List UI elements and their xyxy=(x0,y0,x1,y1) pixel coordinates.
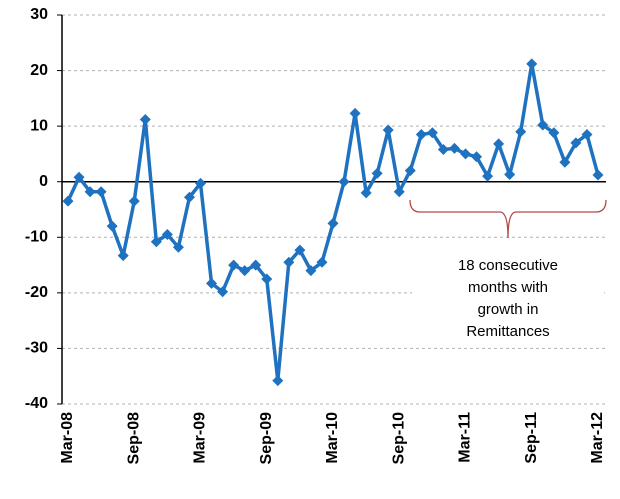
marker xyxy=(305,265,317,277)
y-tick-label: 10 xyxy=(30,117,48,134)
y-tick-label: 0 xyxy=(39,173,48,190)
marker xyxy=(526,58,538,70)
marker xyxy=(537,119,549,131)
marker xyxy=(161,229,173,241)
marker xyxy=(360,187,372,199)
marker xyxy=(128,195,140,207)
marker xyxy=(106,220,118,232)
marker xyxy=(581,128,593,140)
marker xyxy=(437,143,449,155)
marker xyxy=(349,107,361,119)
marker xyxy=(471,151,483,163)
marker xyxy=(172,241,184,253)
x-tick-label: Sep-09 xyxy=(258,412,275,465)
x-tick-label: Mar-12 xyxy=(589,412,606,464)
x-tick-label: Mar-11 xyxy=(457,412,474,463)
x-tick-label: Sep-11 xyxy=(523,412,540,464)
marker xyxy=(62,195,74,207)
y-tick-label: 20 xyxy=(30,62,48,79)
grid xyxy=(62,14,606,405)
marker xyxy=(515,126,527,138)
marker xyxy=(117,250,129,262)
marker xyxy=(183,191,195,203)
marker xyxy=(239,265,251,277)
marker xyxy=(559,156,571,168)
y-tick-label: -30 xyxy=(25,340,48,357)
marker xyxy=(393,186,405,198)
marker xyxy=(316,256,328,268)
marker xyxy=(371,167,383,179)
marker xyxy=(283,256,295,268)
marker xyxy=(73,171,85,183)
marker xyxy=(294,244,306,256)
marker xyxy=(415,128,427,140)
marker xyxy=(150,236,162,248)
marker xyxy=(570,137,582,149)
bracket xyxy=(409,199,607,239)
marker xyxy=(448,142,460,154)
marker xyxy=(482,170,494,182)
annotation: months with xyxy=(468,279,548,296)
marker xyxy=(504,168,516,180)
y-tick-label: -10 xyxy=(25,229,48,246)
marker xyxy=(250,259,262,271)
marker xyxy=(228,259,240,271)
marker xyxy=(460,148,471,160)
annotation: 18 consecutive xyxy=(458,257,558,274)
marker xyxy=(217,286,229,298)
marker xyxy=(195,177,206,189)
x-tick-label: Mar-08 xyxy=(59,412,76,464)
annotation: Remittances xyxy=(466,323,549,340)
x-tick-label: Sep-08 xyxy=(125,412,142,465)
y-tick-label: 30 xyxy=(30,6,48,23)
annotation-bg xyxy=(412,252,604,344)
x-tick-label: Mar-09 xyxy=(192,412,209,464)
marker xyxy=(338,176,350,188)
marker xyxy=(382,124,394,136)
marker xyxy=(272,375,284,387)
x-tick-label: Sep-10 xyxy=(390,412,407,465)
marker xyxy=(426,127,438,139)
marker xyxy=(95,186,107,198)
y-tick-label: -40 xyxy=(25,395,48,412)
marker xyxy=(84,186,96,198)
marker xyxy=(548,127,560,139)
marker xyxy=(261,273,273,285)
x-tick-label: Mar-10 xyxy=(324,412,341,464)
marker xyxy=(404,165,416,177)
annotation: growth in xyxy=(478,301,539,318)
marker xyxy=(206,277,218,289)
marker xyxy=(493,138,505,150)
y-tick-label: -20 xyxy=(25,284,48,301)
marker xyxy=(139,113,151,125)
marker xyxy=(592,169,604,181)
marker xyxy=(327,217,339,229)
